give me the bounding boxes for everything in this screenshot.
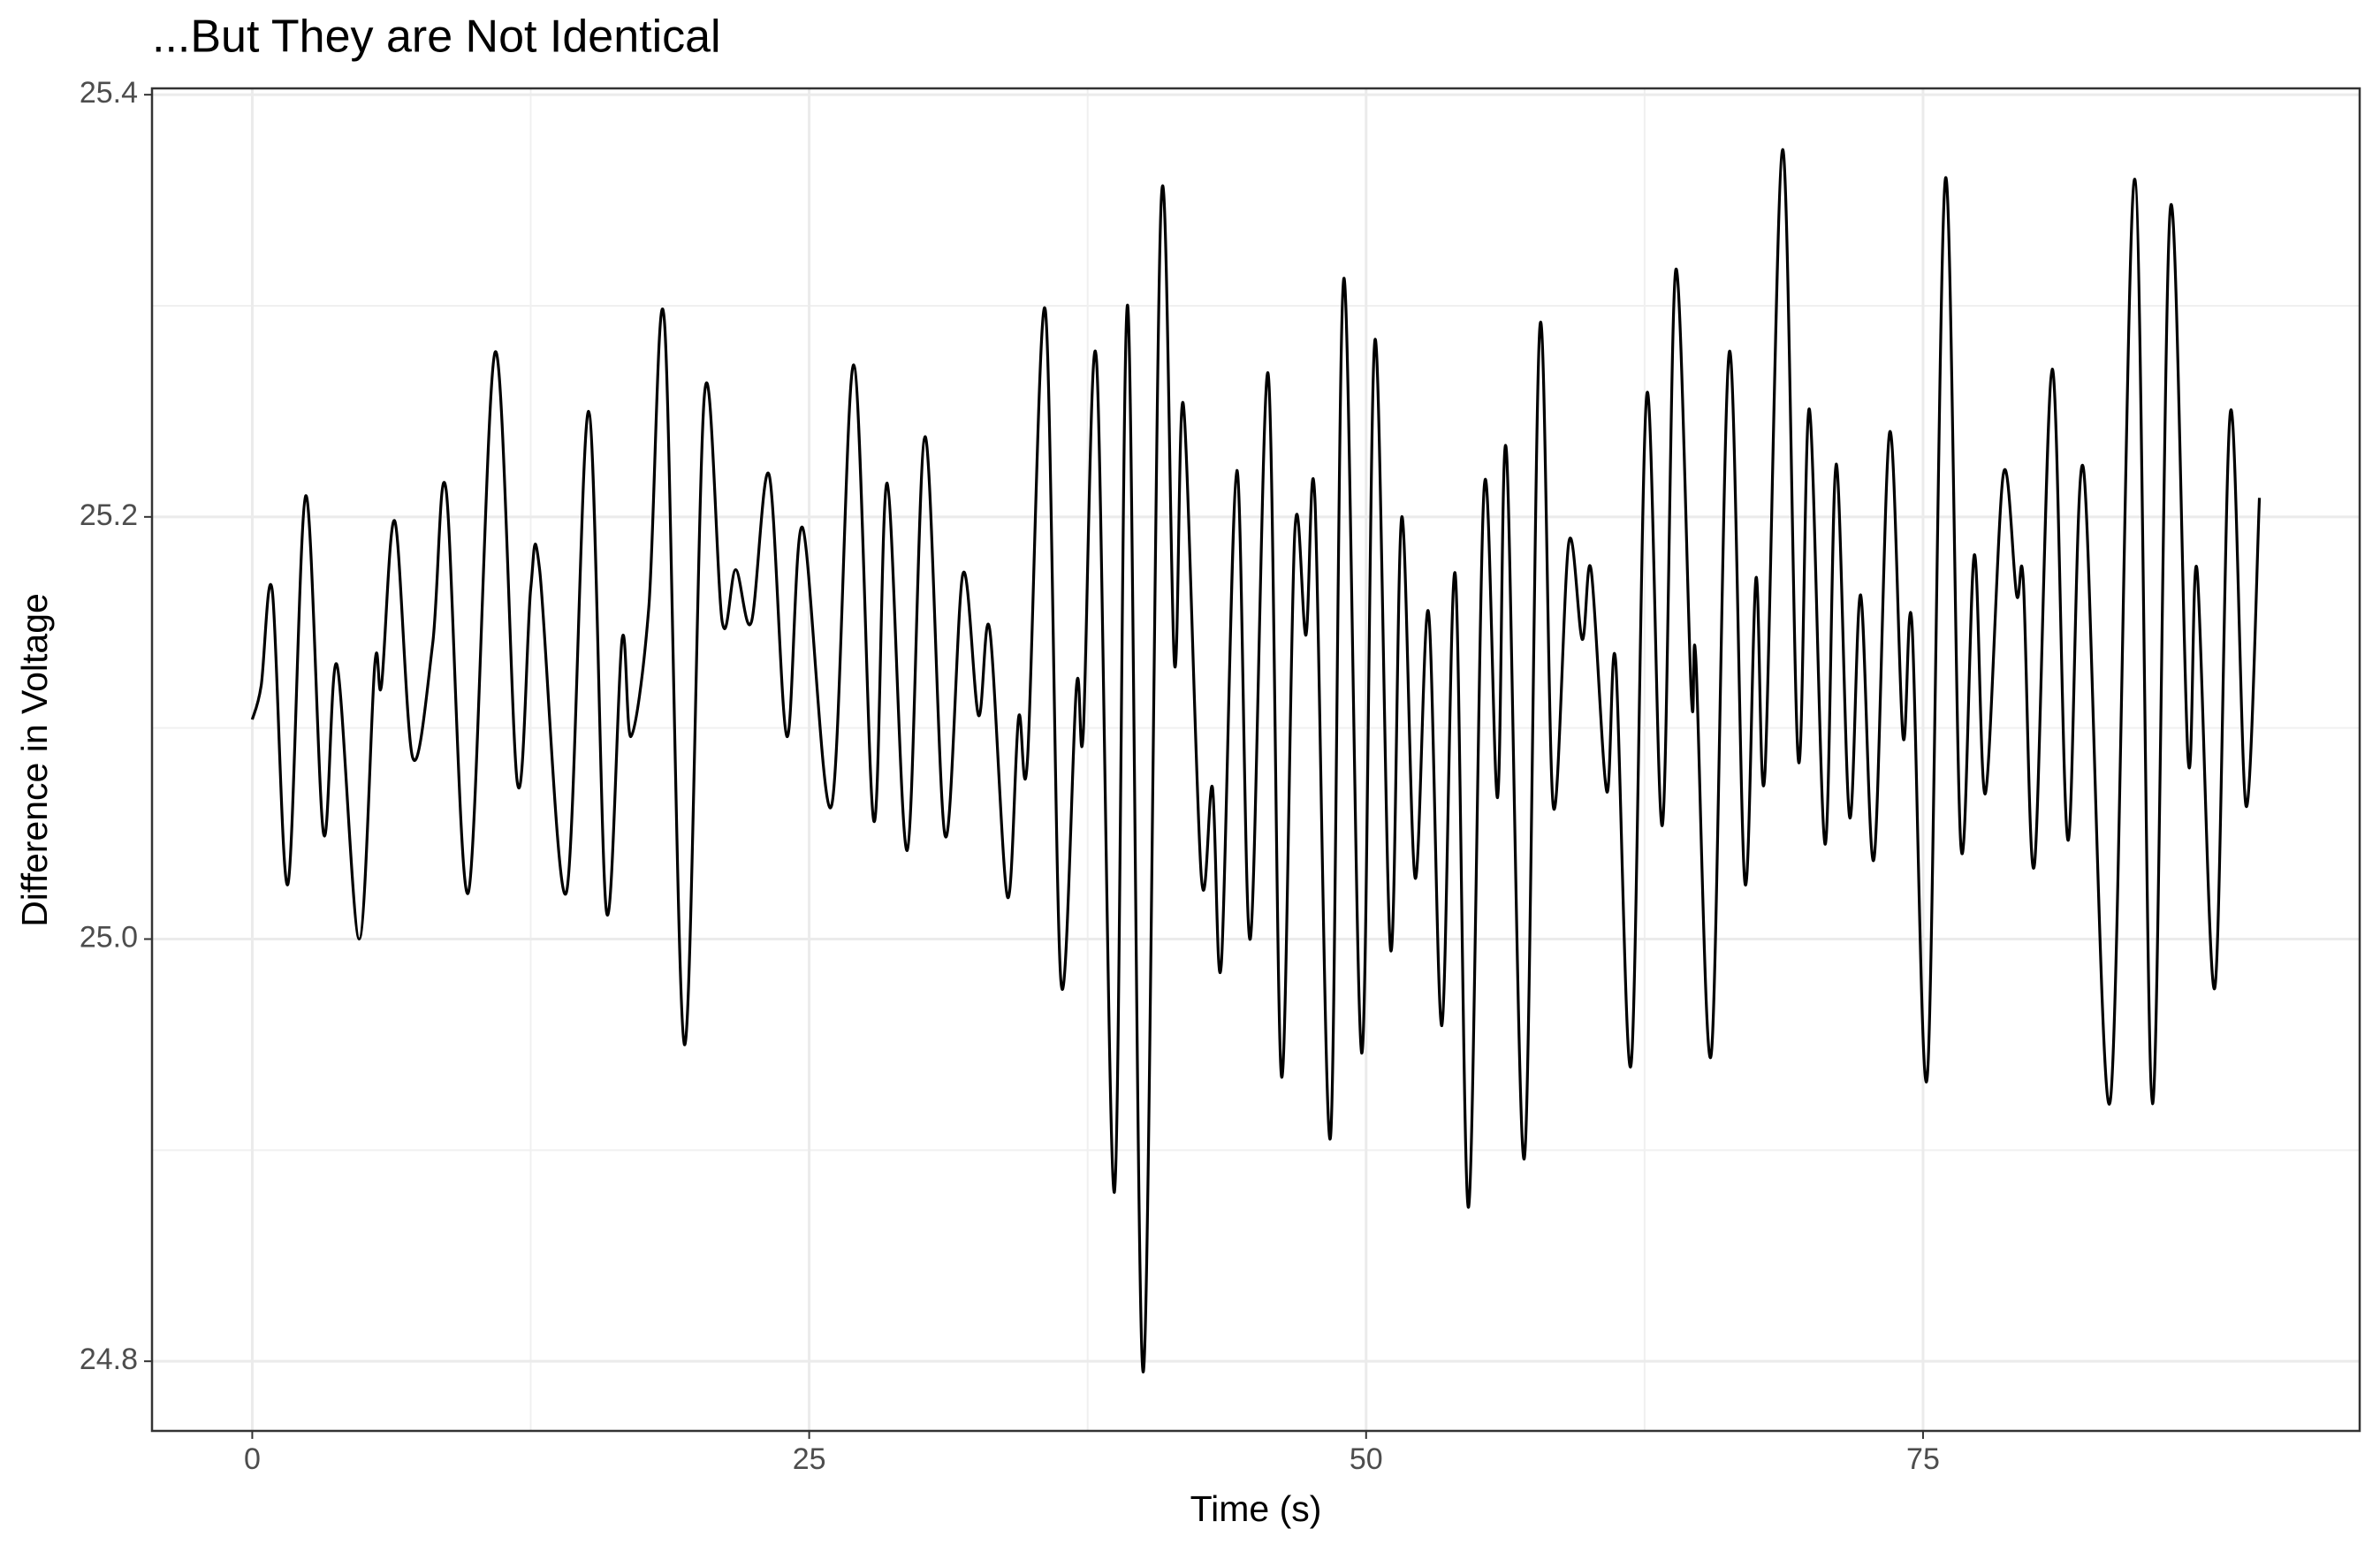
- x-tick-label: 25: [793, 1442, 826, 1476]
- y-tick-label: 25.4: [80, 76, 138, 110]
- chart-title: ...But They are Not Identical: [152, 11, 721, 63]
- y-axis-title: Difference in Voltage: [14, 593, 55, 927]
- y-tick-label: 25.0: [80, 920, 138, 954]
- x-axis-title: Time (s): [1190, 1488, 1322, 1529]
- panel-border: [150, 87, 2361, 1433]
- y-tick-label: 25.2: [80, 498, 138, 532]
- y-tick-label: 24.8: [80, 1343, 138, 1376]
- data-line: [250, 148, 2262, 1373]
- x-tick-label: 50: [1350, 1442, 1383, 1476]
- x-tick-label: 75: [1906, 1442, 1940, 1476]
- x-tick-label: 0: [244, 1442, 261, 1476]
